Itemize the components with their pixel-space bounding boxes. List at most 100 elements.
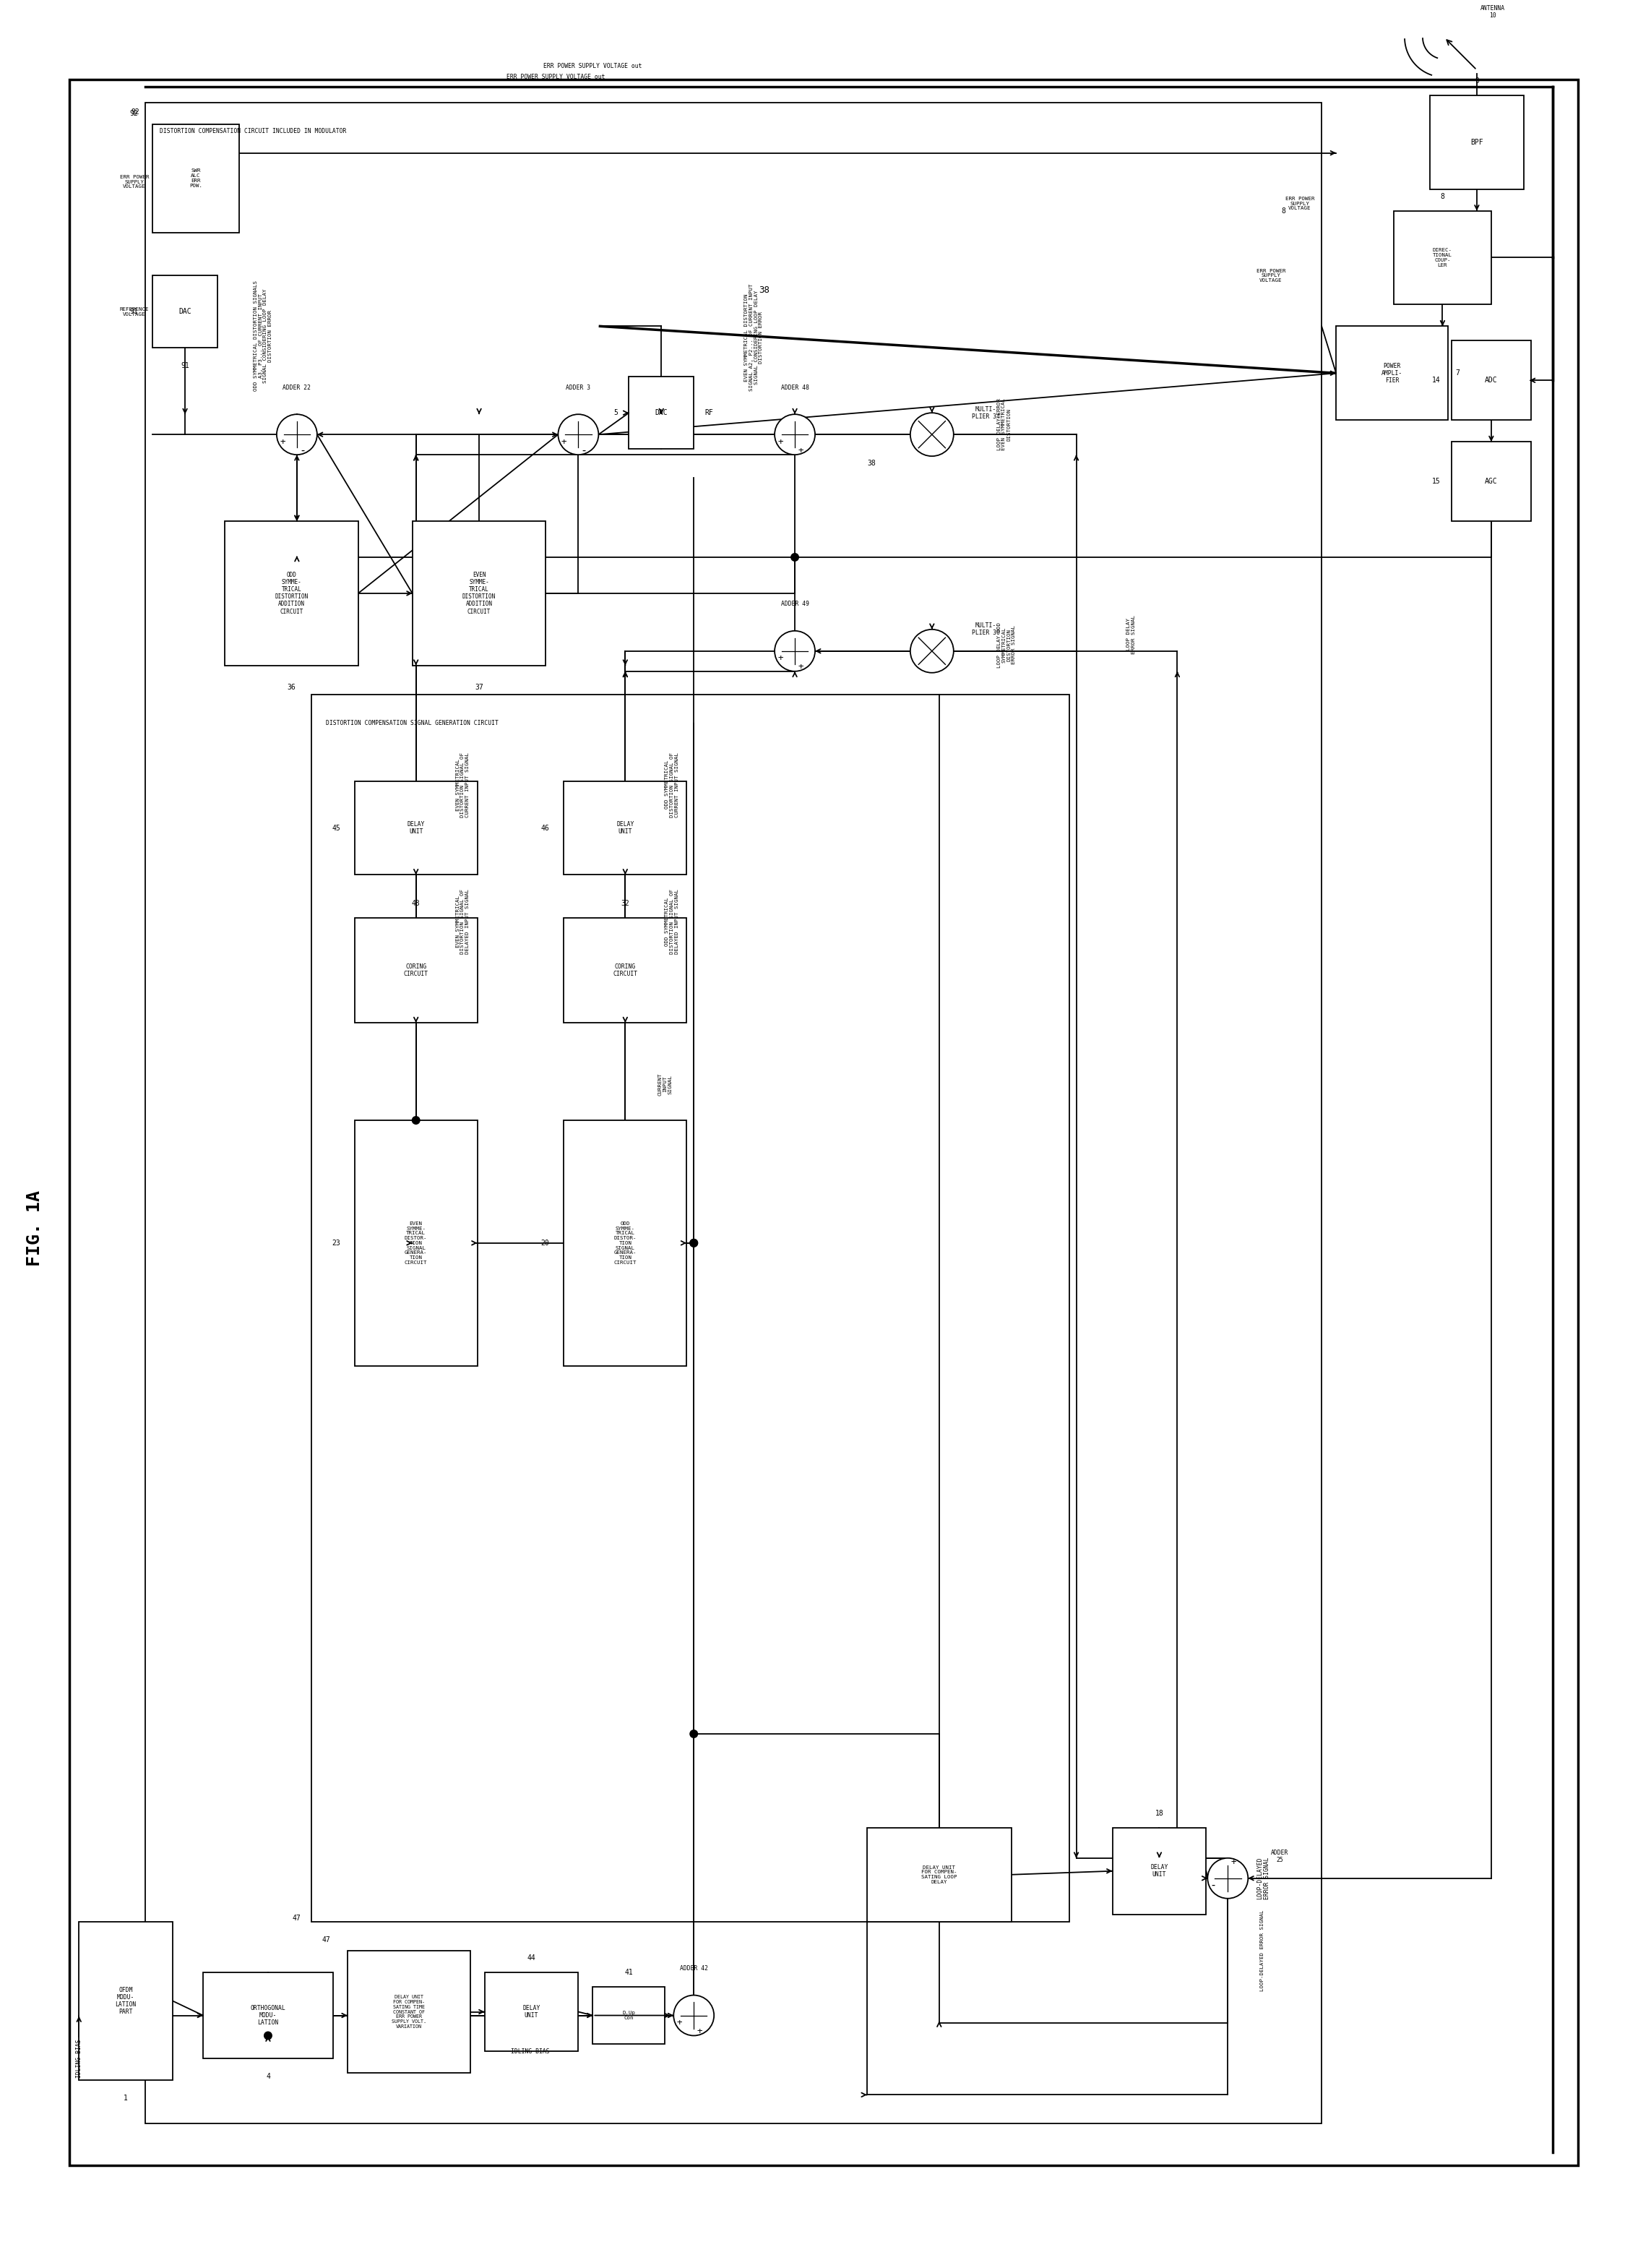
Text: 91: 91 bbox=[180, 363, 190, 370]
Text: 37: 37 bbox=[475, 683, 484, 692]
Bar bbox=[1393, 211, 1491, 304]
Text: POWER
AMPLI-
FIER: POWER AMPLI- FIER bbox=[1382, 363, 1403, 383]
Circle shape bbox=[690, 1730, 698, 1737]
Text: DELAY UNIT
FOR COMPEN-
SATING LOOP
DELAY: DELAY UNIT FOR COMPEN- SATING LOOP DELAY bbox=[921, 1864, 958, 1885]
Bar bbox=[203, 1973, 334, 2059]
Text: CURRENT
INPUT
SIGNAL: CURRENT INPUT SIGNAL bbox=[659, 1073, 672, 1095]
Text: 8: 8 bbox=[1440, 193, 1445, 200]
Text: MULTI-
PLIER 30: MULTI- PLIER 30 bbox=[972, 621, 1001, 637]
Text: DELAY
UNIT: DELAY UNIT bbox=[408, 821, 424, 835]
Text: 36: 36 bbox=[287, 683, 296, 692]
Circle shape bbox=[277, 415, 317, 454]
Text: 8: 8 bbox=[1281, 206, 1286, 215]
Text: 46: 46 bbox=[542, 823, 550, 832]
Text: BPF: BPF bbox=[1471, 138, 1483, 145]
Text: 47: 47 bbox=[292, 1914, 300, 1921]
Text: LOOP DELAY ERROR
EVEN SYMMETRICAL
DISTORTION: LOOP DELAY ERROR EVEN SYMMETRICAL DISTOR… bbox=[997, 399, 1010, 451]
Bar bbox=[79, 1921, 173, 2080]
Text: +: + bbox=[697, 2028, 702, 2037]
Bar bbox=[355, 919, 477, 1023]
Bar bbox=[484, 1973, 578, 2053]
Bar bbox=[565, 1120, 687, 1365]
Bar bbox=[629, 376, 693, 449]
Circle shape bbox=[774, 631, 816, 671]
Text: ERR POWER SUPPLY VOLTAGE out: ERR POWER SUPPLY VOLTAGE out bbox=[507, 75, 604, 79]
Text: -: - bbox=[1210, 1880, 1217, 1892]
Text: 18: 18 bbox=[1156, 1810, 1164, 1817]
Text: ANTENNA
10: ANTENNA 10 bbox=[1481, 5, 1506, 18]
Text: 47: 47 bbox=[322, 1937, 330, 1944]
Text: 9: 9 bbox=[1474, 77, 1479, 84]
Circle shape bbox=[411, 1116, 421, 1125]
Bar bbox=[565, 919, 687, 1023]
Text: 1: 1 bbox=[124, 2096, 129, 2102]
Text: 91: 91 bbox=[130, 308, 139, 315]
Text: ADDER
25: ADDER 25 bbox=[1271, 1851, 1289, 1864]
Text: +: + bbox=[561, 438, 566, 447]
Bar bbox=[145, 102, 1322, 2123]
Text: ADC: ADC bbox=[1484, 376, 1497, 383]
Bar bbox=[355, 780, 477, 875]
Circle shape bbox=[1207, 1857, 1248, 1898]
Circle shape bbox=[774, 415, 816, 454]
Text: 15: 15 bbox=[1431, 479, 1441, 485]
Text: EVEN SYMMETRICAL
DISTORTION SIGNAL OF
CURRENT INPUT SIGNAL: EVEN SYMMETRICAL DISTORTION SIGNAL OF CU… bbox=[456, 753, 471, 816]
Text: -: - bbox=[299, 445, 305, 456]
Text: DISTORTION COMPENSATION CIRCUIT INCLUDED IN MODULATOR: DISTORTION COMPENSATION CIRCUIT INCLUDED… bbox=[160, 127, 347, 134]
Circle shape bbox=[791, 553, 799, 562]
Text: DAC: DAC bbox=[178, 308, 192, 315]
Text: 45: 45 bbox=[332, 823, 340, 832]
Text: 92: 92 bbox=[130, 109, 139, 118]
Text: 7: 7 bbox=[1455, 370, 1459, 376]
Text: ERR POWER SUPPLY VOLTAGE out: ERR POWER SUPPLY VOLTAGE out bbox=[543, 64, 642, 70]
Text: ERR POWER
SUPPLY
VOLTAGE: ERR POWER SUPPLY VOLTAGE bbox=[1284, 197, 1314, 211]
Bar bbox=[1451, 442, 1530, 522]
Text: REFERENCE
VOLTAGE: REFERENCE VOLTAGE bbox=[119, 306, 149, 318]
Text: 43: 43 bbox=[411, 900, 421, 907]
Text: 41: 41 bbox=[624, 1969, 632, 1975]
Text: ODD SYMMETRICAL DISTORTION SIGNALS
A3, P3... OF CURRENT INPUT
SIGNAL CONSIDERING: ODD SYMMETRICAL DISTORTION SIGNALS A3, P… bbox=[254, 281, 272, 390]
Bar bbox=[1113, 1828, 1207, 1914]
Text: DIREC-
TIONAL
COUP-
LER: DIREC- TIONAL COUP- LER bbox=[1433, 247, 1453, 268]
Bar bbox=[355, 1120, 477, 1365]
Text: 5: 5 bbox=[614, 408, 617, 417]
Text: ODD
SYMME-
TRICAL
DISTORTION
ADDITION
CIRCUIT: ODD SYMME- TRICAL DISTORTION ADDITION CI… bbox=[274, 572, 309, 615]
Bar bbox=[1336, 327, 1448, 420]
Text: DELAY UNIT
FOR COMPEN-
SATING TIME
CONSTANT OF
ERR POWER
SUPPLY VOLT.
VARIATION: DELAY UNIT FOR COMPEN- SATING TIME CONST… bbox=[391, 1996, 426, 2028]
Text: CORING
CIRCUIT: CORING CIRCUIT bbox=[613, 964, 637, 978]
Text: MULTI-
PLIER 34: MULTI- PLIER 34 bbox=[972, 406, 1001, 420]
Text: IDLING BIAS: IDLING BIAS bbox=[76, 2039, 83, 2077]
Text: RF: RF bbox=[705, 408, 713, 417]
Text: 23: 23 bbox=[332, 1238, 340, 1247]
Text: +: + bbox=[1232, 1857, 1237, 1867]
Circle shape bbox=[690, 1238, 698, 1247]
Text: ADDER 3: ADDER 3 bbox=[566, 383, 591, 390]
Text: AGC: AGC bbox=[1484, 479, 1497, 485]
Text: 32: 32 bbox=[621, 900, 629, 907]
Text: EVEN SYMMETRICAL
DISTORTION SIGNAL OF
DELAYED INPUT SIGNAL: EVEN SYMMETRICAL DISTORTION SIGNAL OF DE… bbox=[456, 889, 471, 955]
Text: 44: 44 bbox=[527, 1955, 535, 1962]
Bar bbox=[312, 694, 1070, 1921]
Text: OFDM
MODU-
LATION
PART: OFDM MODU- LATION PART bbox=[116, 1987, 137, 2016]
Text: -: - bbox=[581, 445, 588, 456]
Text: ERR POWER
SUPPLY
VOLTAGE: ERR POWER SUPPLY VOLTAGE bbox=[1256, 268, 1286, 284]
Text: +: + bbox=[797, 447, 804, 456]
Text: +: + bbox=[279, 438, 286, 447]
Text: 38: 38 bbox=[759, 286, 769, 295]
Bar bbox=[593, 1987, 665, 2043]
Text: ODD SYMMETRICAL
DISTORTION SIGNAL OF
CURRENT INPUT SIGNAL: ODD SYMMETRICAL DISTORTION SIGNAL OF CUR… bbox=[665, 753, 679, 816]
Bar bbox=[1430, 95, 1524, 188]
Text: DELAY
UNIT: DELAY UNIT bbox=[523, 2005, 540, 2019]
Circle shape bbox=[910, 413, 954, 456]
Text: LOOP DELAY
ERROR SIGNAL: LOOP DELAY ERROR SIGNAL bbox=[1126, 615, 1136, 653]
Text: +: + bbox=[797, 662, 804, 671]
Text: 38: 38 bbox=[867, 460, 875, 467]
Text: DELAY
UNIT: DELAY UNIT bbox=[1151, 1864, 1167, 1878]
Text: EVEN
SYMME-
TRICAL
DISTORTION
ADDITION
CIRCUIT: EVEN SYMME- TRICAL DISTORTION ADDITION C… bbox=[462, 572, 495, 615]
Bar bbox=[565, 780, 687, 875]
Text: 92: 92 bbox=[130, 109, 140, 116]
Bar bbox=[347, 1950, 471, 2073]
Circle shape bbox=[674, 1996, 713, 2037]
Bar bbox=[413, 522, 546, 665]
Text: ADDER 42: ADDER 42 bbox=[680, 1966, 708, 1971]
